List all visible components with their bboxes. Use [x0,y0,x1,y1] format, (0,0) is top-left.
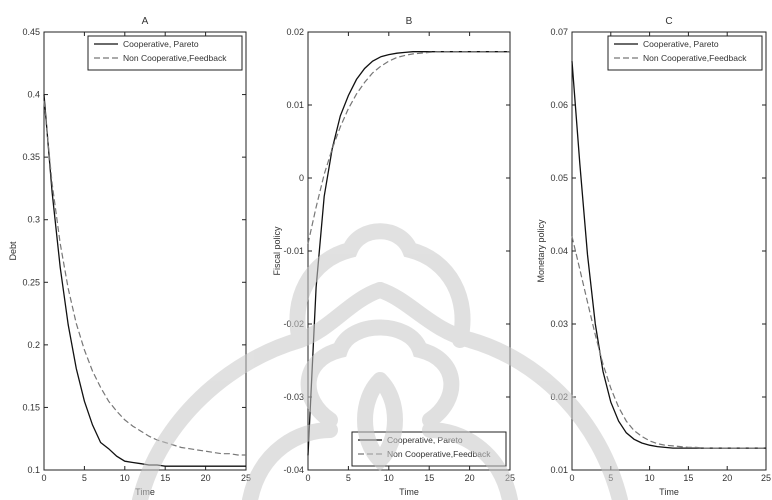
plot-area-c [571,31,767,471]
x-tick-label: 15 [160,473,170,483]
chart-title-a: A [142,16,149,27]
y-tick-label: 0.04 [550,246,568,256]
y-tick-label: 0.2 [27,340,40,350]
plot-area-b [307,31,511,471]
x-tick-label: 10 [645,473,655,483]
y-tick-label: 0.4 [27,90,40,100]
series-line-b-2 [307,51,510,244]
y-tick-label: 0.01 [550,465,568,475]
x-tick-label: 0 [569,473,574,483]
x-tick-label: 15 [424,473,434,483]
y-tick-label: 0.15 [22,402,40,412]
y-axis-label-c: Monetary policy [536,219,546,283]
series-line-a-2 [43,100,246,456]
x-tick-label: 25 [505,473,515,483]
y-tick-label: 0 [299,173,304,183]
y-tick-label: 0.1 [27,465,40,475]
y-tick-label: 0.02 [286,27,304,37]
y-tick-label: -0.02 [283,319,304,329]
y-tick-label: 0.03 [550,319,568,329]
x-tick-label: 5 [346,473,351,483]
legend-label-b-1: Cooperative, Pareto [387,435,463,445]
y-tick-label: 0.05 [550,173,568,183]
y-tick-label: 0.3 [27,215,40,225]
y-tick-label: -0.03 [283,392,304,402]
y-axis-label-b: Fiscal policy [272,226,282,276]
y-tick-label: 0.25 [22,277,40,287]
chart-title-c: C [665,16,672,27]
y-tick-label: 0.45 [22,27,40,37]
legend-box-a [87,35,243,71]
legend-label-a-1: Cooperative, Pareto [123,39,199,49]
x-tick-label: 15 [683,473,693,483]
legend-box-c [607,35,763,71]
legend-label-b-2: Non Cooperative,Feedback [387,449,491,459]
x-tick-label: 25 [241,473,251,483]
x-tick-label: 20 [465,473,475,483]
x-axis-label-a: Time [135,487,155,497]
legend-label-c-1: Cooperative, Pareto [643,39,719,49]
chart-title-b: B [406,16,413,27]
x-tick-label: 25 [761,473,771,483]
y-tick-label: 0.35 [22,152,40,162]
x-axis-label-c: Time [659,487,679,497]
x-tick-label: 20 [201,473,211,483]
x-tick-label: 5 [608,473,613,483]
x-tick-label: 5 [82,473,87,483]
x-tick-label: 10 [120,473,130,483]
x-tick-label: 10 [384,473,394,483]
y-axis-label-a: Debt [8,241,18,261]
legend-label-a-2: Non Cooperative,Feedback [123,53,227,63]
y-tick-label: 0.07 [550,27,568,37]
y-tick-label: 0.02 [550,392,568,402]
y-tick-label: -0.01 [283,246,304,256]
x-tick-label: 0 [41,473,46,483]
x-tick-label: 20 [722,473,732,483]
y-tick-label: 0.06 [550,100,568,110]
legend-label-c-2: Non Cooperative,Feedback [643,53,747,63]
plot-area-a [43,31,247,471]
y-tick-label: -0.04 [283,465,304,475]
y-tick-label: 0.01 [286,100,304,110]
x-axis-label-b: Time [399,487,419,497]
x-tick-label: 0 [305,473,310,483]
